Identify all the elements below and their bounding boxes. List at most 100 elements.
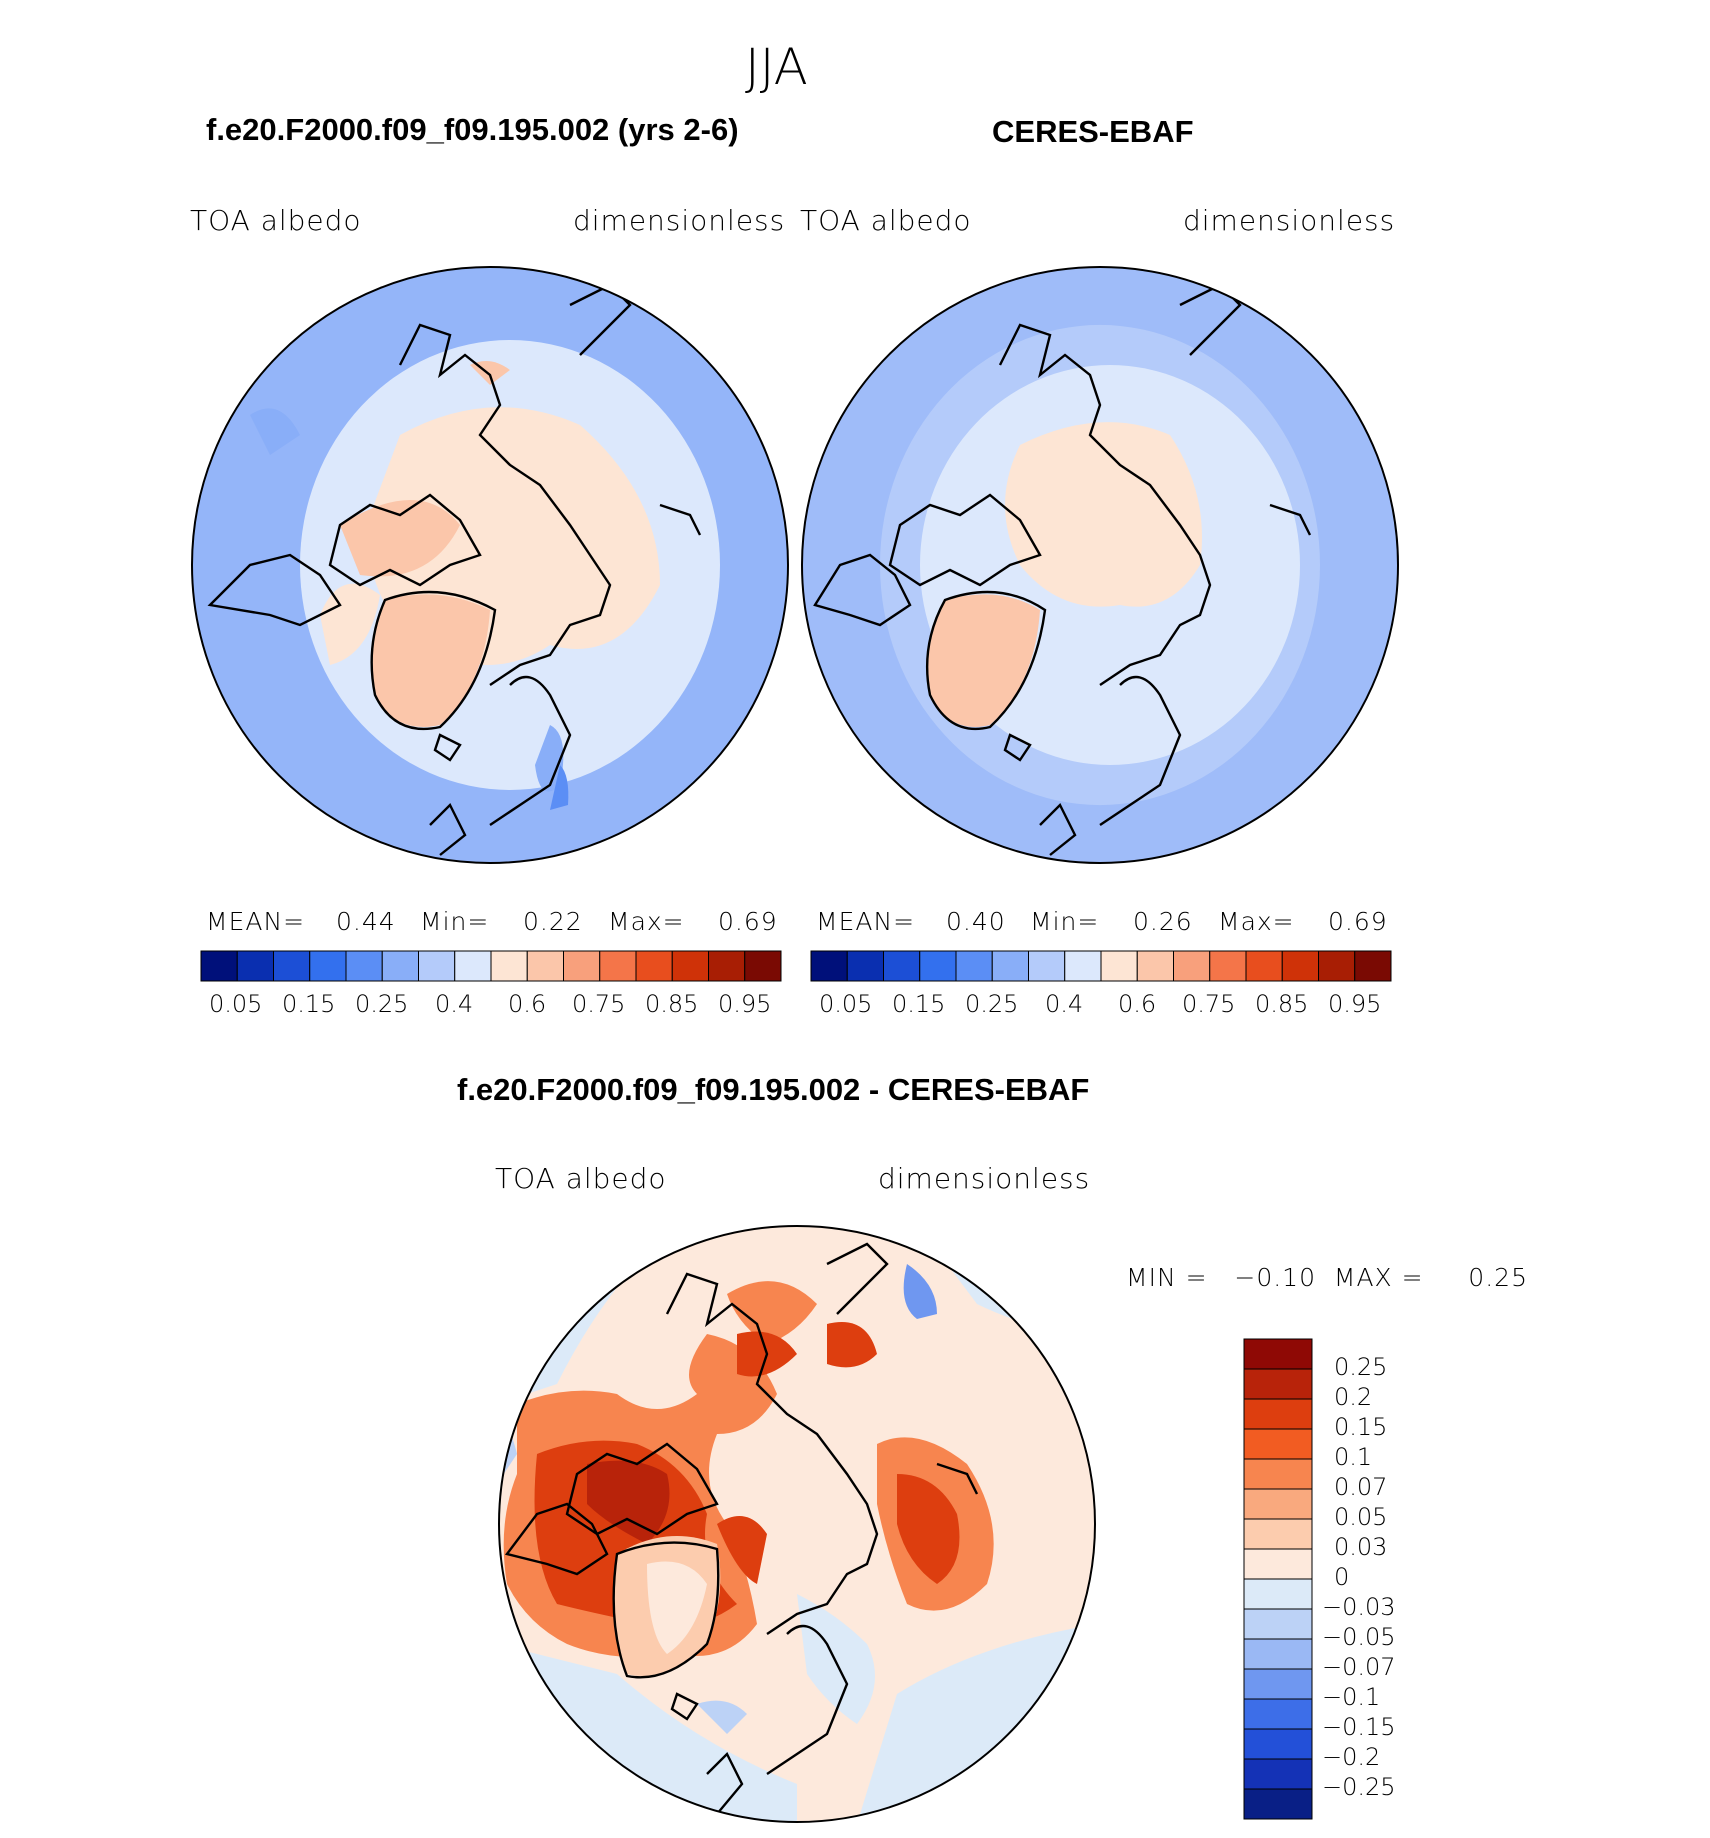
diff-minmax-text: MIN = −0.10 MAX = 0.25 — [1126, 1263, 1528, 1292]
model-min-label: Min= — [420, 907, 490, 936]
model-polar-map — [191, 266, 789, 864]
model-colorbar — [200, 950, 782, 982]
colorbar-swatch — [1173, 950, 1211, 982]
diff-colorbar-tick: 0.25 — [1334, 1353, 1388, 1381]
colorbar-swatch — [1243, 1608, 1313, 1640]
colorbar-swatch — [309, 950, 347, 982]
diff-colorbar-tick: −0.25 — [1322, 1773, 1396, 1801]
obs-mean-value: 0.40 — [946, 907, 1006, 936]
colorbar-swatch — [599, 950, 637, 982]
diff-colorbar-tick: −0.15 — [1322, 1713, 1396, 1741]
model-mean-value: 0.44 — [336, 907, 396, 936]
colorbar-swatch — [883, 950, 921, 982]
model-colorbar-tick: 0.05 — [209, 990, 263, 1018]
diff-colorbar-labels: 0.25 0.2 0.15 0.1 0.07 0.05 0.03 0 −0.03 −0.05 −0.… — [1322, 0, 1472, 1838]
model-colorbar-tick: 0.6 — [508, 990, 547, 1018]
colorbar-swatch — [1028, 950, 1066, 982]
colorbar-swatch — [1100, 950, 1138, 982]
colorbar-swatch — [919, 950, 957, 982]
obs-colorbar-tick: 0.95 — [1328, 990, 1382, 1018]
colorbar-swatch — [744, 950, 782, 982]
model-colorbar-tick: 0.25 — [355, 990, 409, 1018]
colorbar-swatch — [1243, 1638, 1313, 1670]
obs-panel-header: CERES-EBAF — [992, 114, 1194, 149]
model-max-value: 0.69 — [718, 907, 778, 936]
colorbar-swatch — [635, 950, 673, 982]
obs-colorbar-tick: 0.6 — [1118, 990, 1157, 1018]
model-units-label: dimensionless — [573, 204, 786, 237]
colorbar-swatch — [1243, 1788, 1313, 1820]
obs-max-label: Max= — [1218, 907, 1295, 936]
obs-min-label: Min= — [1030, 907, 1100, 936]
obs-colorbar-tick: 0.85 — [1255, 990, 1309, 1018]
model-max-label: Max= — [608, 907, 685, 936]
model-variable-label: TOA albedo — [190, 204, 362, 237]
model-colorbar-tick: 0.15 — [282, 990, 336, 1018]
colorbar-swatch — [671, 950, 709, 982]
diff-polar-map — [498, 1225, 1096, 1823]
diff-colorbar-tick: 0.03 — [1334, 1533, 1388, 1561]
model-colorbar-tick: 0.95 — [718, 990, 772, 1018]
obs-units-label: dimensionless — [1183, 204, 1396, 237]
colorbar-swatch — [526, 950, 564, 982]
diff-colorbar-tick: −0.07 — [1322, 1653, 1396, 1681]
colorbar-swatch — [345, 950, 383, 982]
obs-colorbar-tick: 0.4 — [1045, 990, 1084, 1018]
colorbar-swatch — [1243, 1458, 1313, 1490]
diff-colorbar-tick: 0.15 — [1334, 1413, 1388, 1441]
diff-colorbar-tick: 0.07 — [1334, 1473, 1388, 1501]
colorbar-swatch — [1243, 1338, 1313, 1370]
diff-variable-label: TOA albedo — [495, 1162, 667, 1195]
obs-colorbar-tick: 0.75 — [1182, 990, 1236, 1018]
colorbar-swatch — [454, 950, 492, 982]
model-min-value: 0.22 — [523, 907, 583, 936]
colorbar-swatch — [1064, 950, 1102, 982]
colorbar-swatch — [490, 950, 528, 982]
colorbar-swatch — [810, 950, 848, 982]
diff-colorbar-tick: 0.05 — [1334, 1503, 1388, 1531]
model-colorbar-tick: 0.75 — [572, 990, 626, 1018]
model-mean-label: MEAN= — [206, 907, 306, 936]
colorbar-swatch — [1243, 1668, 1313, 1700]
colorbar-swatch — [708, 950, 746, 982]
colorbar-swatch — [1243, 1488, 1313, 1520]
colorbar-swatch — [1243, 1368, 1313, 1400]
obs-max-value: 0.69 — [1328, 907, 1388, 936]
colorbar-swatch — [1243, 1728, 1313, 1760]
colorbar-swatch — [418, 950, 456, 982]
diff-colorbar-tick: −0.03 — [1322, 1593, 1396, 1621]
diff-colorbar-tick: −0.1 — [1322, 1683, 1381, 1711]
colorbar-swatch — [236, 950, 274, 982]
colorbar-swatch — [381, 950, 419, 982]
colorbar-swatch — [1209, 950, 1247, 982]
colorbar-swatch — [1281, 950, 1319, 982]
diff-colorbar-tick: 0.1 — [1334, 1443, 1373, 1471]
obs-colorbar-tick: 0.25 — [965, 990, 1019, 1018]
obs-min-value: 0.26 — [1133, 907, 1193, 936]
colorbar-swatch — [1243, 1398, 1313, 1430]
page-title: JJA — [745, 38, 808, 96]
model-panel-header: f.e20.F2000.f09_f09.195.002 (yrs 2-6) — [206, 112, 739, 147]
obs-variable-label: TOA albedo — [800, 204, 972, 237]
colorbar-swatch — [273, 950, 311, 982]
colorbar-swatch — [1243, 1578, 1313, 1610]
diff-colorbar-tick: −0.2 — [1322, 1743, 1381, 1771]
colorbar-swatch — [846, 950, 884, 982]
colorbar-swatch — [955, 950, 993, 982]
colorbar-swatch — [1354, 950, 1392, 982]
colorbar-swatch — [991, 950, 1029, 982]
model-colorbar-tick: 0.85 — [645, 990, 699, 1018]
colorbar-swatch — [200, 950, 238, 982]
colorbar-swatch — [1243, 1518, 1313, 1550]
obs-colorbar — [810, 950, 1392, 982]
colorbar-swatch — [1243, 1758, 1313, 1790]
colorbar-swatch — [1243, 1548, 1313, 1580]
colorbar-swatch — [563, 950, 601, 982]
colorbar-swatch — [1245, 950, 1283, 982]
diff-colorbar-tick: 0 — [1334, 1563, 1350, 1591]
diff-panel-header: f.e20.F2000.f09_f09.195.002 - CERES-EBAF — [457, 1072, 1090, 1107]
colorbar-swatch — [1136, 950, 1174, 982]
obs-colorbar-tick: 0.15 — [892, 990, 946, 1018]
diff-colorbar — [1243, 1338, 1313, 1820]
diff-units-label: dimensionless — [878, 1162, 1091, 1195]
